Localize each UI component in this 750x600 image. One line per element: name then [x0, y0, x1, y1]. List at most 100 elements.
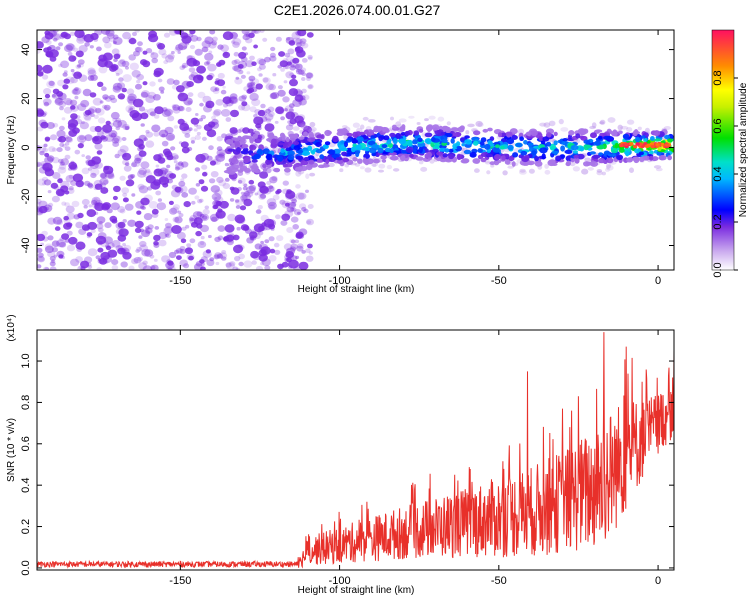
noise-dot [203, 104, 213, 113]
noise-dot [257, 205, 263, 210]
noise-dot [178, 106, 185, 112]
signal-blob [237, 136, 244, 141]
noise-dot [225, 117, 232, 122]
noise-dot [132, 31, 137, 37]
y-tick-label: -20 [20, 189, 32, 205]
noise-dot [48, 49, 59, 58]
noise-dot [305, 255, 314, 262]
noise-dot [176, 231, 186, 240]
noise-dot [163, 227, 173, 236]
noise-dot [58, 136, 67, 143]
noise-dot [134, 227, 142, 233]
noise-dot [61, 233, 70, 240]
halo-dot [378, 163, 386, 169]
signal-blob [297, 166, 303, 172]
noise-dot [63, 222, 72, 230]
signal-blob [283, 163, 288, 168]
noise-dot [81, 198, 90, 206]
noise-dot [122, 219, 127, 223]
noise-dot [59, 241, 67, 248]
noise-dot [216, 136, 223, 142]
noise-dot [76, 72, 82, 78]
noise-dot [142, 60, 151, 68]
signal-blob [632, 130, 638, 137]
noise-dot [135, 46, 143, 53]
noise-dot [181, 35, 192, 44]
noise-dot [176, 85, 185, 93]
signal-blob [249, 144, 254, 151]
noise-dot [245, 33, 250, 37]
noise-dot [140, 161, 150, 169]
noise-dot [68, 161, 78, 170]
noise-dot [130, 174, 136, 179]
noise-dot [244, 52, 249, 56]
noise-dot [134, 30, 140, 33]
signal-blob [594, 140, 601, 146]
noise-dot [234, 77, 243, 85]
noise-dot [251, 78, 260, 85]
noise-dot [301, 42, 309, 49]
noise-dot [254, 109, 262, 115]
noise-dot [72, 88, 81, 96]
signal-blob [545, 141, 552, 147]
signal-blob [592, 154, 601, 159]
signal-blob [534, 155, 539, 162]
noise-dot [140, 91, 149, 98]
signal-blob [262, 148, 270, 155]
noise-dot [127, 175, 134, 181]
noise-dot [71, 56, 77, 61]
noise-dot [42, 147, 49, 153]
noise-dot [177, 30, 185, 35]
noise-dot [93, 114, 99, 119]
noise-dot [237, 179, 243, 184]
noise-dot [276, 188, 282, 194]
noise-dot [232, 65, 240, 71]
noise-dot [81, 167, 90, 175]
signal-blob [560, 145, 565, 152]
noise-dot [141, 248, 151, 257]
noise-dot [200, 266, 206, 270]
signal-blob [667, 155, 672, 161]
noise-dot [37, 126, 44, 132]
noise-dot [131, 160, 141, 168]
noise-dot [157, 78, 163, 83]
noise-dot [122, 243, 126, 247]
signal-blob [352, 157, 358, 162]
noise-dot [40, 121, 49, 129]
noise-dot [216, 176, 224, 183]
noise-dot [196, 211, 203, 217]
noise-dot [156, 202, 167, 211]
noise-dot [51, 240, 60, 247]
noise-dot [299, 41, 306, 47]
noise-dot [222, 51, 231, 59]
noise-dot [186, 81, 194, 88]
signal-blob [269, 132, 275, 139]
noise-dot [37, 163, 41, 167]
noise-dot [249, 106, 257, 113]
noise-dot [68, 186, 74, 191]
noise-dot [213, 196, 218, 200]
noise-dot [42, 98, 52, 106]
signal-blob [450, 138, 455, 144]
noise-dot [297, 30, 307, 37]
noise-dot [255, 83, 263, 90]
signal-blob [324, 141, 331, 146]
snr-marks [37, 332, 674, 569]
signal-blob [579, 146, 585, 152]
noise-dot [87, 183, 94, 189]
noise-dot [200, 213, 209, 222]
noise-dot [288, 108, 294, 113]
noise-dot [136, 79, 141, 84]
noise-dot [290, 64, 295, 68]
signal-blob [603, 150, 611, 156]
noise-dot [89, 161, 99, 169]
noise-dot [271, 175, 278, 181]
signal-blob [641, 135, 646, 139]
noise-dot [64, 154, 71, 160]
noise-dot [63, 134, 69, 140]
noise-dot [190, 35, 199, 42]
noise-dot [59, 125, 65, 131]
noise-dot [142, 260, 148, 265]
noise-dot [251, 30, 257, 34]
noise-dot [181, 226, 187, 231]
